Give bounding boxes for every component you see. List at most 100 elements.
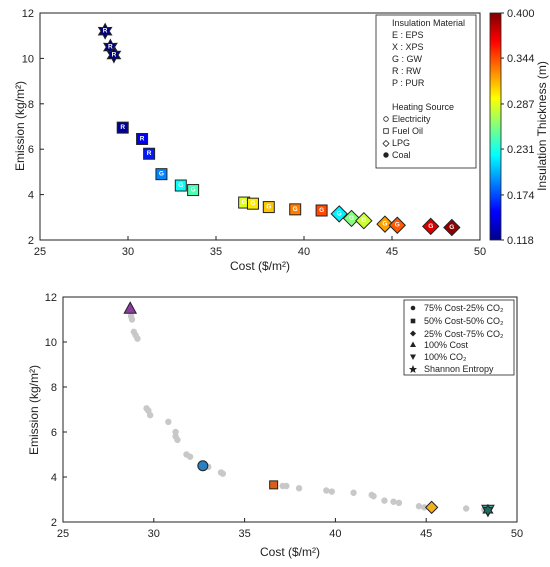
top-point-marker — [155, 168, 168, 181]
top-point-marker — [246, 197, 259, 210]
top-point-label: G — [428, 223, 433, 230]
top-y-tick-label: 8 — [28, 99, 34, 111]
legend-source-title: Heating Source — [392, 102, 454, 112]
top-point-label: G — [349, 215, 354, 222]
highlight-circle — [197, 460, 209, 472]
top-point-label: G — [191, 187, 196, 194]
bottom-legend-hexagram-marker — [409, 365, 417, 373]
legend-material-eps: E : EPS — [392, 30, 424, 40]
top-y-tick-label: 6 — [28, 144, 34, 156]
bottom-legend: 75% Cost-25% CO₂ 50% Cost-50% CO₂ 25% Co… — [403, 299, 515, 376]
pareto-point — [283, 482, 290, 490]
bottom-legend-triangle-down-marker — [410, 354, 416, 360]
pareto-point — [350, 489, 357, 496]
top-point-label: G — [337, 210, 342, 217]
legend-source-fuel-oil: Fuel Oil — [392, 126, 423, 136]
top-x-tick-label: 40 — [298, 246, 310, 258]
top-point-12: G — [289, 203, 302, 216]
bottom-legend-box — [403, 299, 515, 376]
bottom-x-axis-title: Cost ($/m²) — [260, 545, 320, 559]
pareto-point — [370, 492, 377, 500]
top-point-label: R — [103, 28, 108, 35]
colorbar-tick-label: 0.287 — [507, 99, 535, 111]
highlight-hexagram — [482, 503, 494, 517]
top-point-8: G — [187, 184, 200, 197]
bottom-legend-25-cost: 25% Cost-75% CO₂ — [424, 329, 504, 339]
legend-material-rw: R : RW — [392, 66, 421, 76]
pareto-point — [165, 418, 172, 426]
top-point-13: G — [315, 204, 328, 217]
pareto-point — [174, 436, 181, 444]
bottom-legend-100-co2: 100% CO₂ — [424, 352, 467, 362]
bottom-x-ticks: 25 30 35 40 45 50 — [57, 518, 523, 540]
top-x-tick-label: 25 — [34, 246, 46, 258]
top-point-7: G — [174, 179, 187, 192]
legend-material-title: Insulation Material — [392, 18, 465, 28]
top-point-10: G — [246, 197, 259, 210]
bottom-legend-100-cost: 100% Cost — [424, 340, 469, 350]
top-point-label: R — [108, 44, 113, 51]
top-point-label: G — [395, 222, 400, 229]
highlight-triangle-up — [123, 301, 138, 314]
top-y-tick-label: 2 — [28, 235, 34, 247]
bottom-y-tick-label: 2 — [51, 517, 57, 529]
top-point-label: G — [319, 207, 324, 214]
top-y-axis-title: Emission (kg/m²) — [13, 81, 27, 171]
top-point-marker — [136, 132, 149, 145]
colorbar-ticks: 0.400 0.344 0.287 0.231 0.174 0.118 — [501, 8, 535, 247]
colorbar-tick-label: 0.344 — [507, 53, 535, 65]
top-point-14: G — [330, 205, 348, 223]
legend-source-electricity: Electricity — [392, 114, 431, 124]
bottom-legend-50-cost: 50% Cost-50% CO₂ — [424, 316, 504, 326]
bottom-legend-75-cost: 75% Cost-25% CO₂ — [424, 303, 504, 313]
bottom-y-tick-label: 8 — [51, 382, 57, 394]
bottom-x-tick-label: 50 — [511, 528, 523, 540]
top-point-label: G — [449, 224, 454, 231]
top-point-label: G — [159, 171, 164, 178]
pareto-point — [395, 499, 403, 507]
legend-diamond-marker — [382, 139, 390, 148]
top-point-marker — [376, 215, 394, 233]
bottom-x-tick-label: 45 — [420, 528, 432, 540]
top-point-label: R — [112, 51, 117, 58]
colorbar-gradient — [489, 12, 502, 241]
top-point-3: R — [116, 121, 129, 134]
bottom-legend-shannon-entropy: Shannon Entropy — [424, 364, 494, 374]
pareto-point — [323, 487, 330, 494]
bottom-y-tick-label: 4 — [51, 472, 57, 484]
top-point-5: R — [143, 147, 156, 160]
pareto-point — [381, 497, 388, 504]
top-point-marker — [289, 203, 302, 216]
top-point-label: R — [120, 124, 125, 131]
top-point-marker — [174, 179, 187, 192]
top-point-17: G — [376, 215, 394, 233]
top-y-ticks: 2 4 6 8 10 12 — [22, 8, 44, 247]
legend-source-lpg: LPG — [392, 138, 410, 148]
top-point-marker — [422, 217, 440, 236]
top-point-marker — [106, 46, 122, 64]
top-chart: 25 30 35 40 45 50 2 4 6 8 10 12 Cost ($/m²) Emissi… — [13, 8, 549, 273]
top-point-0: R — [97, 22, 113, 40]
top-point-marker — [143, 147, 156, 160]
colorbar: 0.400 0.344 0.287 0.231 0.174 0.118 Insulatio… — [489, 8, 549, 247]
top-point-label: G — [178, 182, 183, 189]
bottom-x-tick-label: 30 — [148, 528, 160, 540]
legend-circle-marker — [383, 116, 389, 122]
top-point-marker — [262, 201, 275, 214]
top-x-tick-label: 50 — [474, 246, 486, 258]
colorbar-tick-label: 0.174 — [507, 190, 535, 202]
pareto-point — [415, 503, 423, 510]
bottom-y-tick-label: 12 — [45, 292, 57, 304]
top-point-marker — [355, 211, 373, 230]
top-x-tick-label: 30 — [122, 246, 134, 258]
legend-square-marker — [383, 128, 389, 134]
bottom-y-tick-label: 10 — [45, 337, 57, 349]
top-point-label: G — [293, 206, 298, 213]
top-point-4: R — [136, 132, 149, 145]
top-point-19: G — [422, 217, 440, 236]
colorbar-tick-label: 0.400 — [507, 8, 535, 20]
legend-material-pur: P : PUR — [392, 78, 425, 88]
top-point-label: R — [147, 150, 152, 157]
pareto-point — [134, 335, 141, 342]
top-point-11: G — [262, 201, 275, 214]
